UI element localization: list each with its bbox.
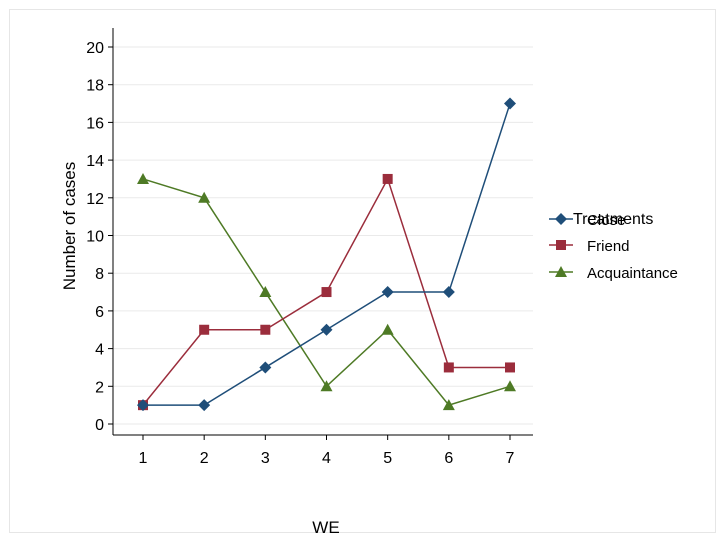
data-point-acquaintance [198, 191, 211, 203]
data-point-close [198, 399, 211, 412]
legend-label-friend: Friend [587, 238, 630, 255]
data-point-friend [199, 324, 210, 335]
y-tick-label: 4 [95, 342, 104, 359]
gridlines [113, 46, 533, 425]
y-tick-label: 10 [86, 229, 104, 246]
legend-label-close: Close [587, 212, 625, 229]
legend-marker-close [555, 213, 567, 225]
data-point-close [504, 97, 516, 110]
x-tick-label: 1 [139, 450, 148, 467]
y-tick-label: 8 [95, 266, 104, 283]
x-tick-label: 7 [506, 450, 515, 467]
series-close [137, 97, 516, 412]
legend-item-friend: Friend [549, 238, 630, 255]
y-tick-label: 20 [86, 40, 104, 57]
legend-marker-friend [556, 240, 566, 250]
x-tick-label: 2 [200, 450, 209, 467]
x-tick-label: 3 [261, 450, 270, 467]
x-tick-label: 6 [444, 450, 453, 467]
legend-item-close: Close [549, 212, 625, 229]
y-axis: 0 2 4 6 8 10 12 14 16 18 20 [86, 28, 114, 435]
series-acquaintance [137, 172, 516, 411]
data-point-friend [443, 362, 454, 373]
y-axis-label: Number of cases [60, 162, 79, 291]
data-point-acquaintance [504, 380, 516, 392]
x-axis: 1 2 3 4 5 6 7 [113, 434, 533, 467]
data-point-friend [382, 173, 393, 184]
data-point-friend [505, 362, 515, 373]
x-axis-label: WE [312, 518, 339, 537]
data-point-acquaintance [442, 399, 455, 411]
series-line-close [143, 103, 511, 406]
x-tick-label: 5 [383, 450, 392, 467]
y-tick-label: 0 [95, 417, 104, 434]
legend-title: Treatments [573, 211, 653, 228]
data-point-close [259, 361, 272, 374]
x-tick-label: 4 [322, 450, 331, 467]
series-layer [137, 97, 516, 412]
legend-marker-acquaintance [555, 266, 567, 277]
y-tick-label: 18 [86, 78, 104, 95]
data-point-acquaintance [381, 323, 394, 335]
legend-label-acquaintance: Acquaintance [587, 265, 678, 282]
y-tick-label: 6 [95, 304, 104, 321]
y-tick-label: 2 [95, 379, 104, 396]
data-point-friend [260, 324, 271, 335]
data-point-friend [321, 287, 332, 298]
data-point-acquaintance [259, 286, 272, 298]
y-tick-label: 14 [86, 153, 104, 170]
y-tick-label: 16 [86, 115, 104, 132]
data-point-acquaintance [320, 380, 333, 392]
legend: Treatments Close Friend Acquaintance [549, 211, 678, 282]
data-point-close [137, 399, 149, 412]
series-friend [138, 173, 515, 411]
chart-frame [9, 9, 716, 533]
legend-item-acquaintance: Acquaintance [549, 265, 678, 282]
data-point-close [442, 286, 455, 299]
data-point-close [381, 286, 394, 299]
data-point-close [320, 323, 333, 336]
data-point-acquaintance [137, 172, 149, 184]
y-tick-label: 12 [86, 191, 104, 208]
